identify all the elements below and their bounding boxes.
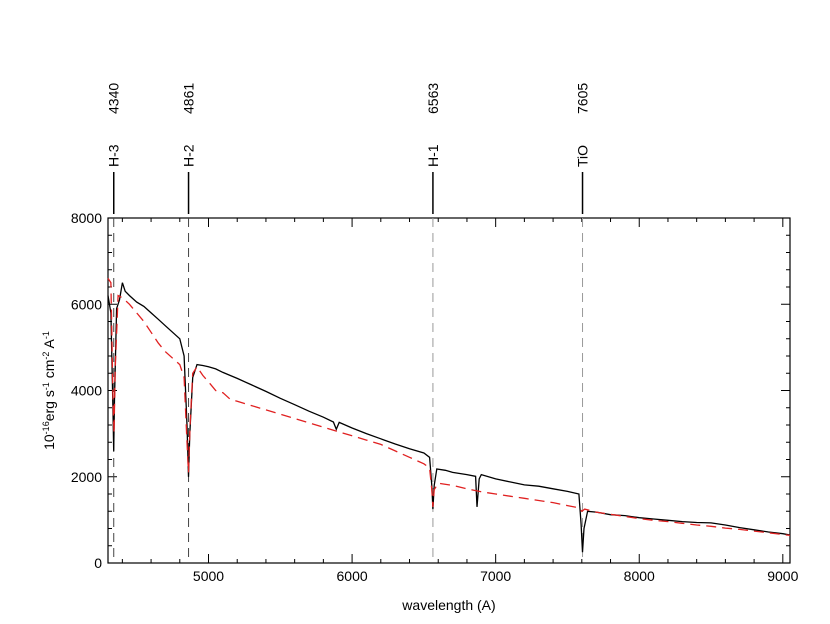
y-tick-label: 2000 — [71, 469, 102, 485]
y-tick-label: 4000 — [71, 383, 102, 399]
x-tick-label: 6000 — [337, 568, 368, 584]
line-marker-wavelength: 4861 — [181, 83, 197, 114]
x-tick-label: 7000 — [480, 568, 511, 584]
y-tick-label: 0 — [94, 555, 102, 571]
observed-spectrum-line — [107, 282, 791, 553]
x-axis-title: wavelength (A) — [401, 597, 495, 613]
plot-frame — [107, 217, 791, 564]
model-spectrum-line — [107, 278, 791, 537]
x-tick-label: 8000 — [624, 568, 655, 584]
line-marker-wavelength: 6563 — [425, 83, 441, 114]
line-marker-wavelength: 4340 — [106, 83, 122, 114]
line-marker-name: H-2 — [181, 144, 197, 167]
line-marker-name: TiO — [575, 145, 591, 167]
line-marker-name: H-3 — [106, 144, 122, 167]
x-tick-label: 5000 — [193, 568, 224, 584]
y-tick-label: 6000 — [71, 296, 102, 312]
line-marker-name: H-1 — [425, 144, 441, 167]
y-axis-title: 10-16erg s-1 cm-2 A-1 — [41, 331, 57, 450]
y-tick-label: 8000 — [71, 210, 102, 226]
line-marker-wavelength: 7605 — [575, 83, 591, 114]
x-tick-label: 9000 — [767, 568, 798, 584]
